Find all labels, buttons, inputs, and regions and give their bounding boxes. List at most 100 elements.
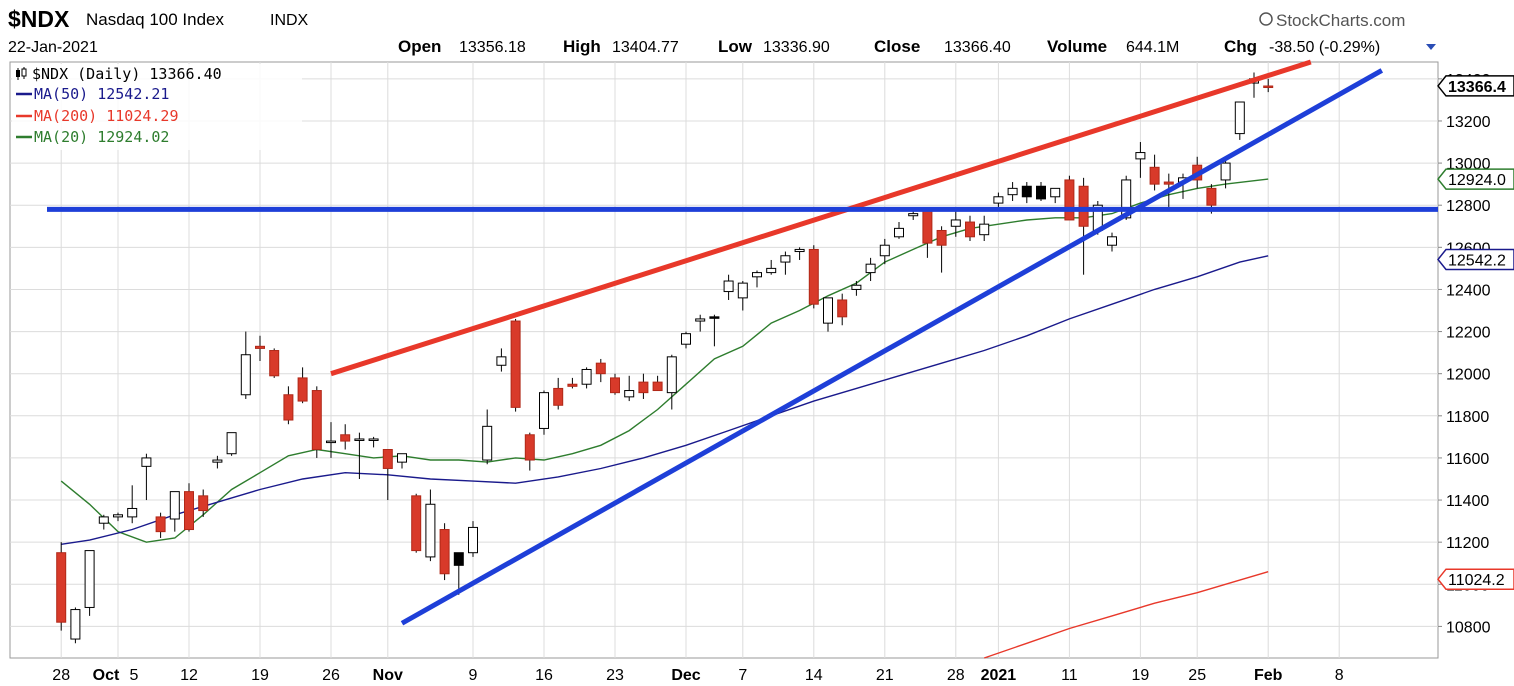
- legend-ma200-text: MA(200) 11024.29: [34, 107, 179, 125]
- candle: [155, 512, 166, 538]
- x-tick-label: 25: [1188, 667, 1206, 684]
- price-tag: 13366.4: [1437, 75, 1514, 97]
- candle: [113, 512, 123, 522]
- x-tick-label: 19: [1132, 667, 1150, 684]
- candle-body: [1036, 185, 1046, 200]
- candle: [666, 354, 677, 410]
- candle: [240, 331, 251, 399]
- candle: [709, 314, 720, 347]
- x-tick-label: 14: [805, 667, 823, 684]
- x-tick-label: 16: [535, 667, 553, 684]
- candle-body: [837, 299, 848, 318]
- candle-body: [269, 350, 280, 377]
- candle-body: [581, 368, 592, 385]
- candle-body: [453, 552, 464, 566]
- candle-body: [666, 356, 677, 394]
- candle-body: [723, 280, 734, 293]
- price-tags: 13366.4 12924.0 12542.2 11024.2: [1437, 75, 1514, 590]
- candle: [979, 215, 990, 242]
- candle-body: [1163, 181, 1174, 185]
- price-tag-text: 13366.4: [1448, 79, 1506, 96]
- candle-body: [737, 282, 748, 299]
- candle-body: [1050, 187, 1061, 198]
- x-tick-label: Feb: [1254, 667, 1283, 684]
- candle: [397, 453, 407, 469]
- candle-body: [709, 316, 720, 319]
- candle-body: [524, 434, 535, 461]
- ma20-line: [60, 178, 1269, 543]
- candle-body: [695, 318, 706, 322]
- candle: [311, 386, 322, 458]
- x-tick-label: 21: [876, 667, 894, 684]
- x-tick-label: 23: [606, 667, 624, 684]
- y-tick-label: 12800: [1446, 198, 1491, 215]
- candle: [737, 281, 748, 311]
- candle: [411, 493, 422, 553]
- candle-body: [1121, 179, 1132, 219]
- price-tag-box: [1437, 168, 1514, 190]
- high-value: 13404.77: [612, 39, 679, 56]
- candle-body: [794, 248, 805, 253]
- exchange-label: INDX: [270, 12, 309, 29]
- candle: [1220, 160, 1231, 189]
- candle: [1149, 154, 1160, 191]
- legend-ma50-text: MA(50) 12542.21: [34, 85, 169, 103]
- candle: [610, 373, 620, 395]
- candle: [255, 335, 265, 362]
- candle: [851, 281, 862, 296]
- chart-date: 22-Jan-2021: [8, 39, 98, 56]
- legend-item-ndx: $NDX (Daily) 13366.40: [16, 65, 222, 83]
- legend-ma20-text: MA(20) 12924.02: [34, 128, 169, 146]
- y-tick-label: 12400: [1446, 282, 1491, 299]
- candle: [780, 251, 791, 275]
- brand[interactable]: StockCharts.com: [1259, 11, 1405, 30]
- candle: [226, 432, 237, 456]
- candle: [1135, 142, 1146, 178]
- candle: [993, 192, 1004, 208]
- price-tag-box: [1437, 75, 1514, 97]
- ohlc-bar: Open 13356.18 High 13404.77 Low 13336.90…: [398, 37, 1436, 56]
- candle: [184, 483, 194, 532]
- candle: [553, 377, 564, 410]
- candle: [567, 377, 578, 389]
- candle: [808, 245, 819, 309]
- candle: [936, 226, 947, 273]
- open-value: 13356.18: [459, 39, 526, 56]
- candle: [141, 453, 152, 501]
- candle: [766, 259, 777, 275]
- price-tag-text: 12924.0: [1448, 172, 1506, 189]
- dropdown-arrow-icon[interactable]: [1426, 44, 1436, 50]
- candle-body: [198, 495, 209, 512]
- price-tag: 12542.2: [1437, 248, 1514, 271]
- candle-body: [283, 394, 294, 421]
- candle-body: [98, 516, 109, 524]
- candle: [1064, 175, 1075, 221]
- candle: [581, 367, 592, 389]
- low-value: 13336.90: [763, 39, 830, 56]
- candle-body: [368, 438, 379, 441]
- high-label: High: [563, 37, 601, 56]
- candle-body: [297, 377, 308, 402]
- candle: [269, 348, 280, 378]
- candle-body: [936, 229, 947, 246]
- brand-name: StockCharts.com: [1276, 11, 1405, 30]
- price-tag-text: 12542.2: [1448, 253, 1506, 270]
- candle-body: [425, 503, 436, 558]
- candle-body: [354, 438, 365, 441]
- x-tick-label: 12: [180, 667, 198, 684]
- candle: [84, 550, 95, 616]
- candle-body: [1149, 166, 1160, 185]
- trendlines: [47, 59, 1438, 626]
- candle-body: [340, 434, 351, 442]
- lower-blue-trendline: [400, 68, 1384, 626]
- candle: [1021, 182, 1032, 204]
- candle-body: [326, 440, 336, 444]
- candle: [539, 390, 549, 435]
- candle-body: [638, 381, 649, 394]
- candle-body: [127, 507, 138, 518]
- candle: [894, 222, 904, 239]
- candle: [127, 485, 138, 524]
- x-tick-label: 28: [52, 667, 70, 684]
- y-tick-label: 13200: [1446, 114, 1491, 131]
